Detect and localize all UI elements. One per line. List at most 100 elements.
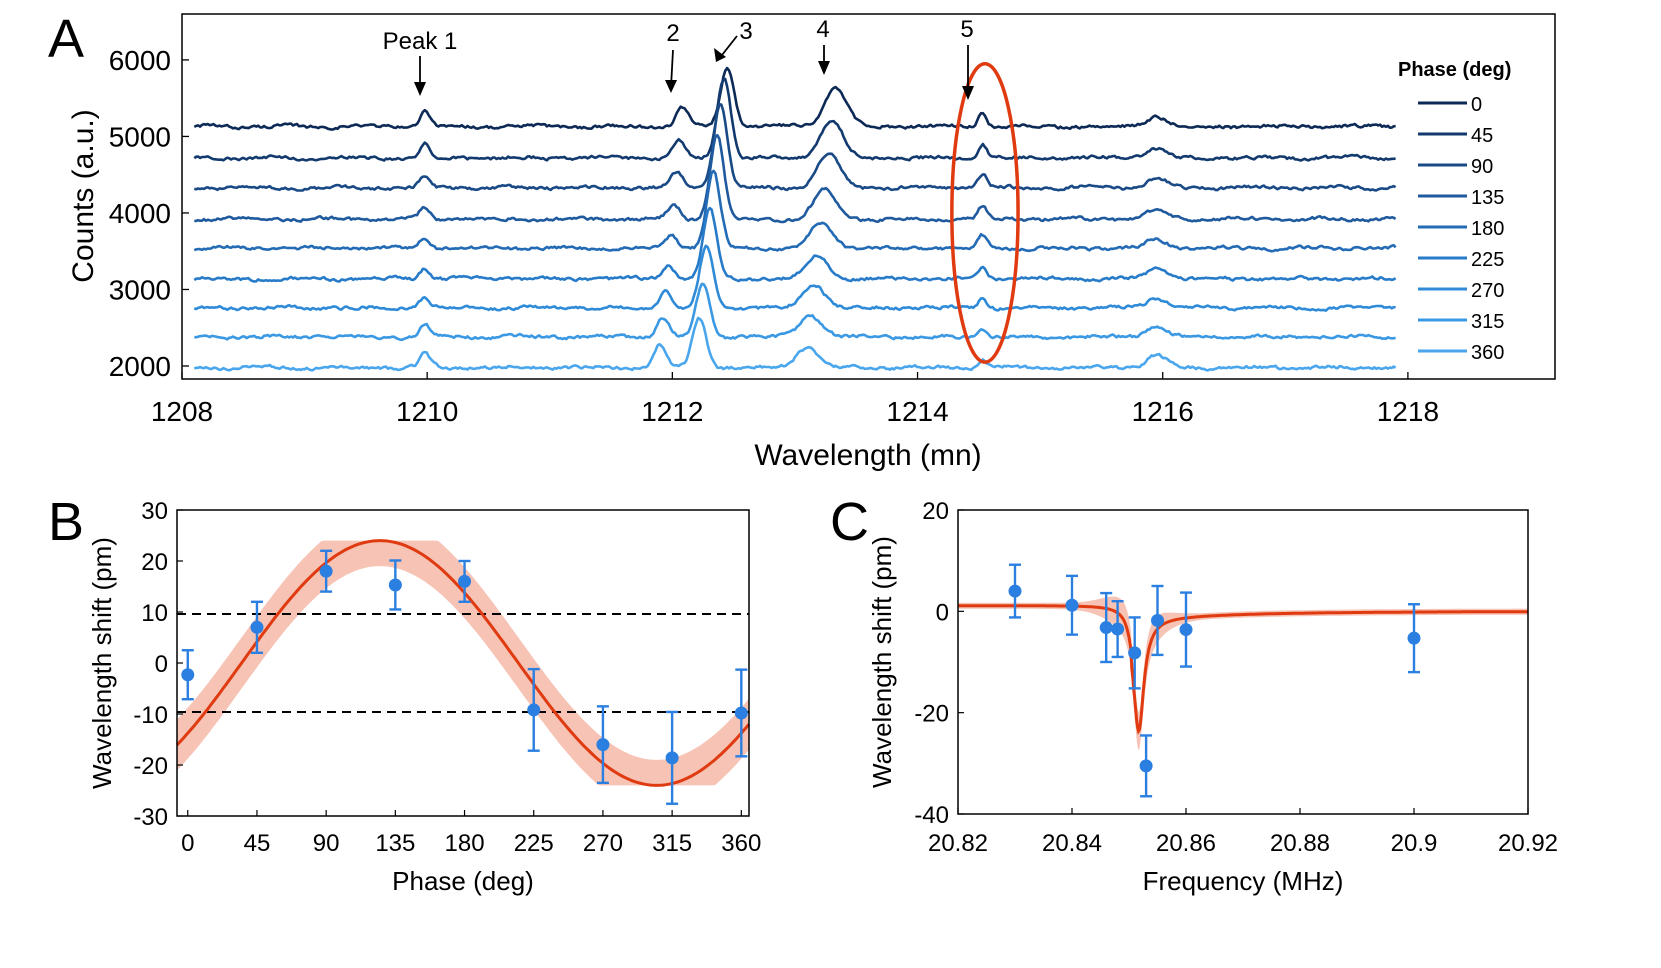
data-point <box>388 578 402 592</box>
panel-b-x-tick-label: 135 <box>375 830 415 857</box>
panel-a-x-tick-label: 1218 <box>1377 396 1439 427</box>
peak-4-arrowhead <box>818 61 830 75</box>
spectrum-line-315 <box>194 282 1396 342</box>
peak-annotations: Peak 1 2 3 4 5 <box>383 16 974 100</box>
panel-b-label: B <box>48 492 84 552</box>
resonance-fit-line <box>958 604 1528 735</box>
data-point <box>527 703 541 717</box>
data-point <box>1151 613 1164 627</box>
legend-label-135: 135 <box>1471 187 1504 209</box>
panel-c-y-tick-label: 20 <box>922 498 949 525</box>
panel-c-x-tick-label: 20.92 <box>1498 830 1558 857</box>
panel-b-x-tick-label: 270 <box>583 830 623 857</box>
panel-b-y-label: Wavelength shift (pm) <box>87 537 117 789</box>
data-point <box>665 751 679 765</box>
panel-b-x-tick-label: 225 <box>514 830 554 857</box>
panel-a-x-tick-label: 1214 <box>886 396 948 427</box>
legend-label-360: 360 <box>1471 342 1504 364</box>
panel-a-plot-area <box>193 61 1397 372</box>
fit-confidence-band <box>958 596 1528 751</box>
panel-a-y-tick-label: 4000 <box>109 198 171 229</box>
panel-b-x-tick-label: 315 <box>652 830 692 857</box>
panel-c-x-ticks: 20.82 20.84 20.86 20.88 20.9 20.92 <box>928 808 1558 857</box>
peak-2-arrowhead <box>665 80 677 93</box>
panel-c-x-tick-label: 20.88 <box>1270 830 1330 857</box>
spectrum-line-0 <box>193 66 1396 131</box>
panel-b-x-tick-label: 45 <box>244 830 271 857</box>
peak-2-label: 2 <box>666 20 679 47</box>
panel-b-x-ticks: 0 45 90 135 180 225 270 315 360 <box>181 810 761 857</box>
legend-label-45: 45 <box>1471 125 1493 147</box>
data-point <box>1407 631 1421 645</box>
legend-label-270: 270 <box>1471 280 1504 302</box>
panel-c-y-tick-label: -40 <box>914 802 949 829</box>
panel-a-x-ticks: 1208 1210 1212 1214 1216 1218 <box>151 372 1439 427</box>
panel-a-y-label: Counts (a.u.) <box>67 109 100 282</box>
panel-c-plot-area <box>958 563 1528 798</box>
panel-b: B 0 45 90 135 180 225 270 315 360 -30 -20 -10 0 10 20… <box>48 492 761 896</box>
peak-5-label: 5 <box>960 16 973 43</box>
panel-c: C 20.82 20.84 20.86 20.88 20.9 20.92 -40 -20 0 2… <box>830 492 1558 896</box>
legend-title: Phase (deg) <box>1398 59 1511 81</box>
panel-c-x-label: Frequency (MHz) <box>1143 866 1344 896</box>
panel-b-x-tick-label: 90 <box>313 830 340 857</box>
panel-a-legend: Phase (deg) 0 45 90 135 180 225 270 315 360 <box>1398 59 1511 364</box>
data-point <box>1139 759 1153 773</box>
panel-a-y-ticks: 2000 3000 4000 5000 6000 <box>109 45 189 382</box>
data-point <box>181 668 195 682</box>
panel-b-y-tick-label: 0 <box>155 651 168 678</box>
data-point <box>1128 646 1142 660</box>
spectrum-line-180 <box>193 169 1397 253</box>
peak-3-arrow <box>721 35 738 56</box>
sinusoid-fit-line <box>175 539 751 787</box>
data-point <box>596 738 610 752</box>
spectrum-line-45 <box>193 77 1396 162</box>
spectrum-line-225 <box>193 206 1397 283</box>
peak-1-arrowhead <box>414 82 426 96</box>
data-point <box>1099 621 1113 635</box>
data-point <box>1065 598 1079 612</box>
data-point <box>319 564 333 578</box>
data-point <box>734 706 748 720</box>
panel-a: A 1208 1210 1212 1214 1216 1218 2000 3000 4000 5… <box>48 9 1556 472</box>
peak-3-label: 3 <box>739 18 752 45</box>
legend-label-180: 180 <box>1471 218 1504 240</box>
peak-4-label: 4 <box>816 16 829 43</box>
panel-a-label: A <box>48 9 84 69</box>
peak-1-label: Peak 1 <box>383 28 458 55</box>
panel-b-y-tick-label: 30 <box>141 498 168 525</box>
panel-a-y-tick-label: 3000 <box>109 274 171 305</box>
panel-a-x-label: Wavelength (mn) <box>754 439 981 472</box>
panel-a-x-tick-label: 1216 <box>1132 396 1194 427</box>
panel-c-x-tick-label: 20.9 <box>1391 830 1438 857</box>
panel-c-y-ticks: -40 -20 0 20 <box>914 498 964 829</box>
panel-b-x-tick-label: 0 <box>181 830 194 857</box>
panel-a-y-tick-label: 2000 <box>109 351 171 382</box>
panel-b-x-label: Phase (deg) <box>392 866 534 896</box>
panel-a-y-tick-label: 6000 <box>109 45 171 76</box>
panel-b-plot-area <box>175 539 751 805</box>
panel-a-x-tick-label: 1208 <box>151 396 213 427</box>
panel-b-y-tick-label: -30 <box>133 804 168 831</box>
spectrum-line-360 <box>194 316 1397 372</box>
panel-c-y-tick-label: -20 <box>914 701 949 728</box>
panel-c-y-label: Wavelength shift (pm) <box>867 536 897 788</box>
legend-label-0: 0 <box>1471 94 1482 116</box>
data-point <box>1179 623 1193 637</box>
legend-label-225: 225 <box>1471 249 1504 271</box>
panel-b-y-tick-label: -10 <box>133 702 168 729</box>
panel-b-x-tick-label: 360 <box>721 830 761 857</box>
panel-b-y-tick-label: 10 <box>141 600 168 627</box>
panel-c-x-tick-label: 20.86 <box>1156 830 1216 857</box>
panel-a-x-tick-label: 1210 <box>396 396 458 427</box>
panel-b-y-ticks: -30 -20 -10 0 10 20 30 <box>133 498 183 831</box>
peak-3-arrowhead <box>714 48 726 62</box>
panel-c-x-tick-label: 20.84 <box>1042 830 1102 857</box>
legend-label-315: 315 <box>1471 311 1504 333</box>
peak-5-highlight-ellipse <box>950 61 1020 364</box>
panel-b-y-tick-label: -20 <box>133 753 168 780</box>
data-point <box>458 574 472 588</box>
panel-c-axes-box <box>957 509 1529 815</box>
panel-b-x-tick-label: 180 <box>445 830 485 857</box>
spectrum-line-135 <box>194 134 1397 224</box>
